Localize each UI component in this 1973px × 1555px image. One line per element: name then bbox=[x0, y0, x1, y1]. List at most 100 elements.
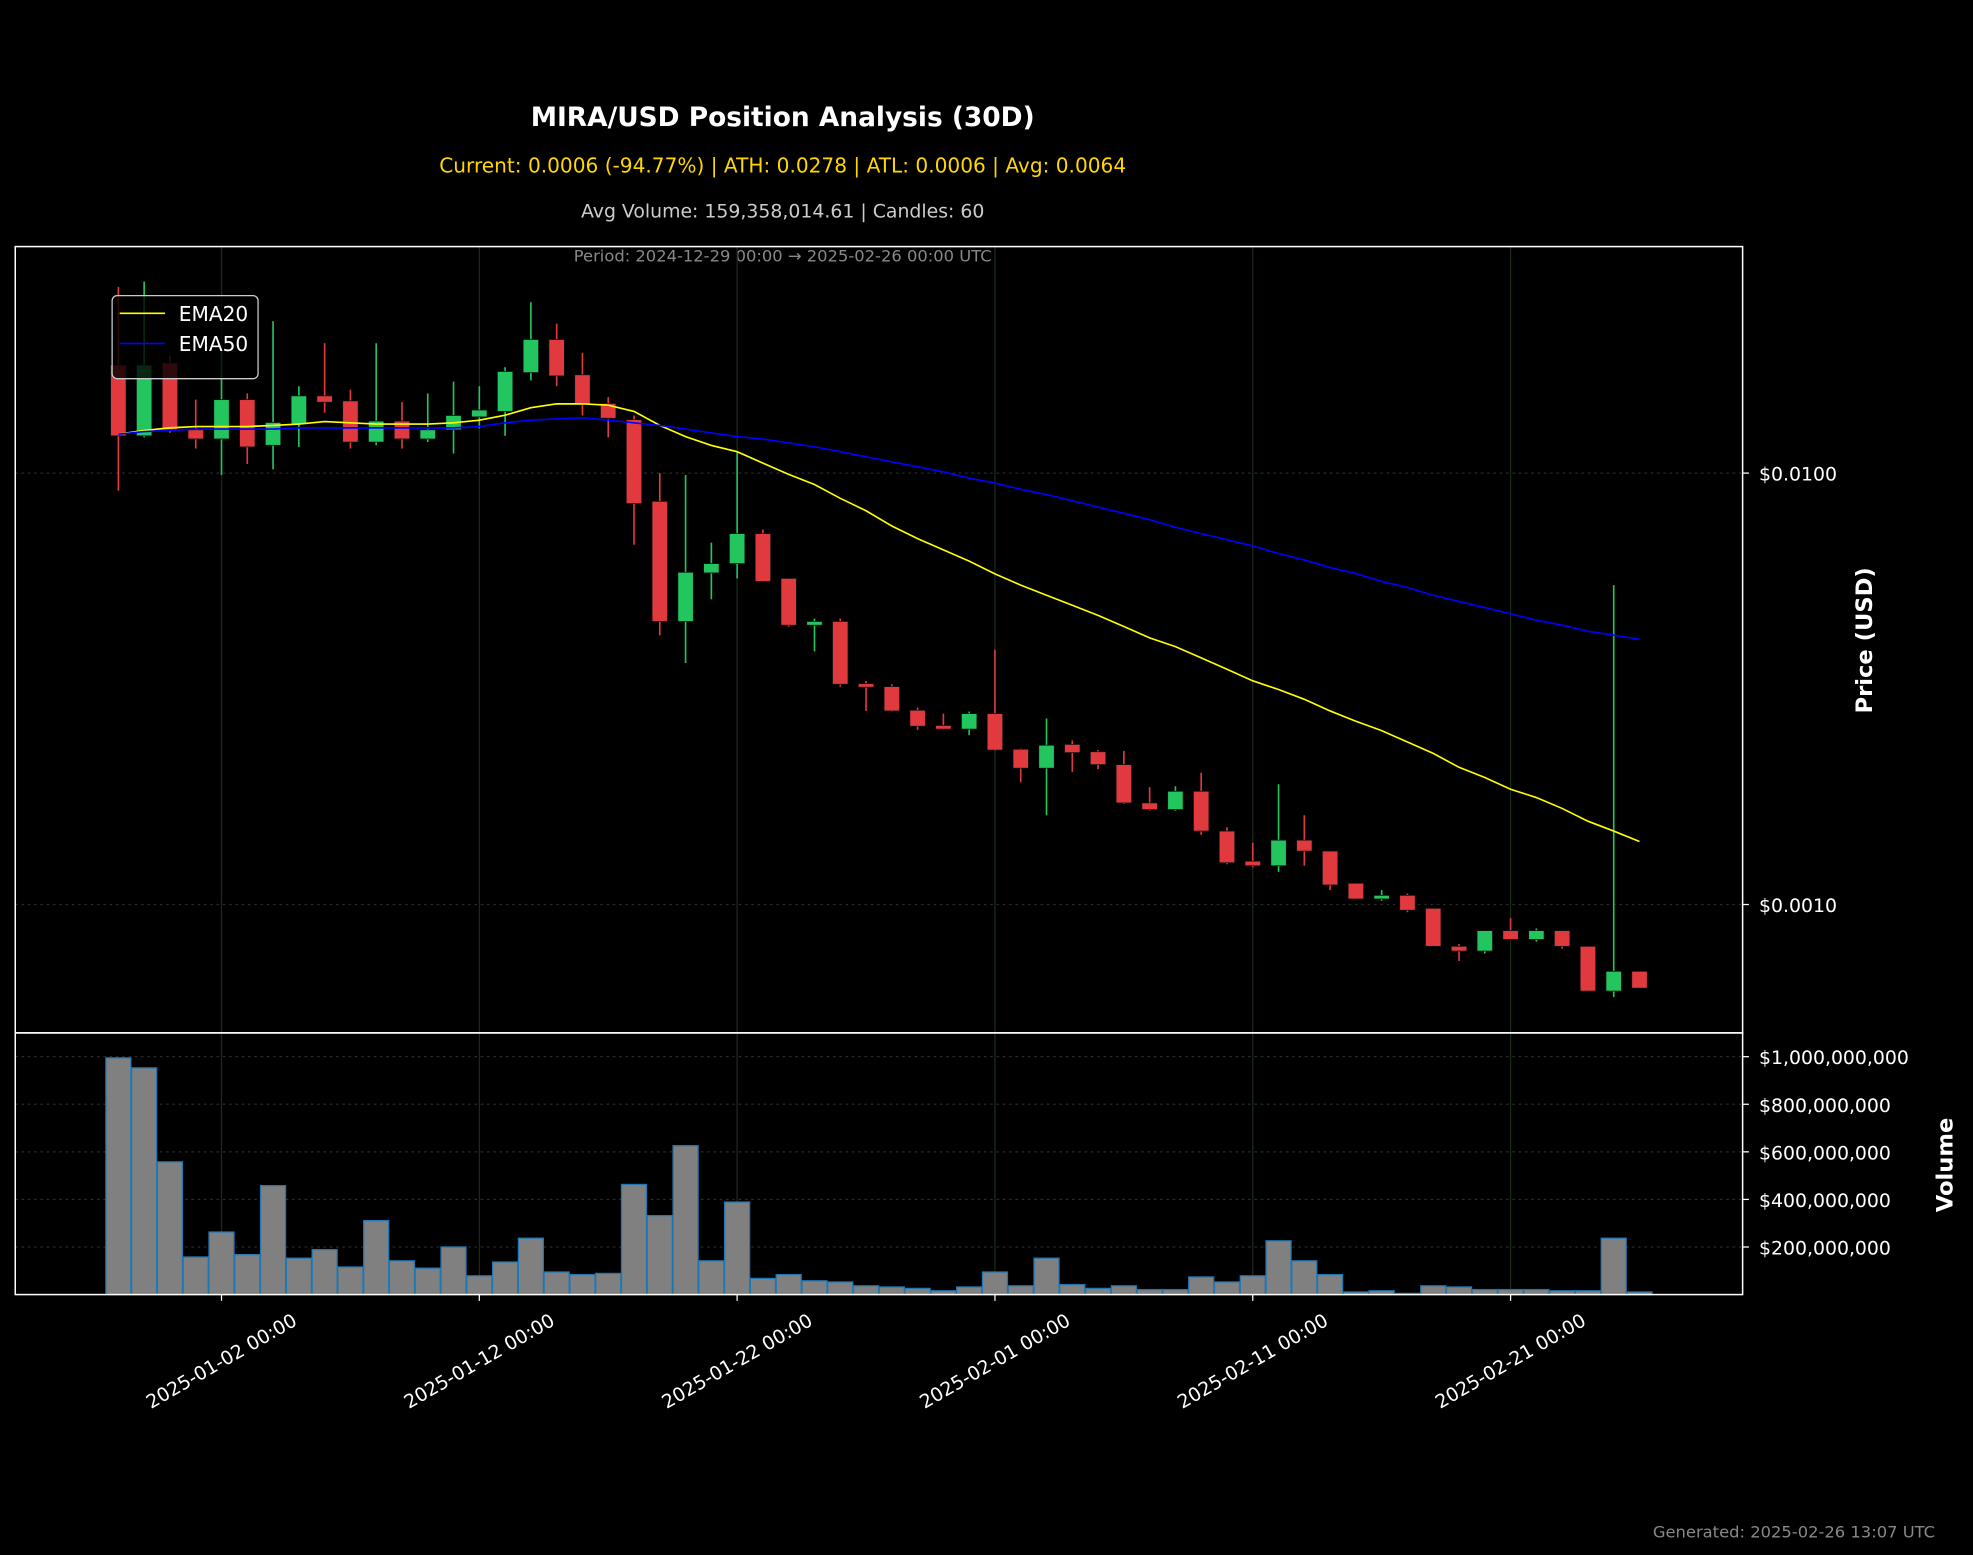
volume-bar bbox=[156, 1161, 184, 1296]
y-tick-label: $600,000,000 bbox=[1759, 1142, 1891, 1164]
volume-bar bbox=[131, 1067, 158, 1296]
candle-body bbox=[1012, 748, 1029, 769]
candle-body bbox=[393, 420, 411, 440]
candle-body bbox=[1244, 860, 1261, 867]
candle-body bbox=[496, 371, 514, 412]
candle-body bbox=[754, 533, 772, 582]
candle-body bbox=[1502, 930, 1519, 940]
y-tick-label: $800,000,000 bbox=[1759, 1095, 1891, 1117]
candle-body bbox=[1476, 930, 1493, 952]
volume-bar bbox=[388, 1260, 416, 1296]
chart-title: MIRA/USD Position Analysis (30D) bbox=[531, 102, 1035, 133]
legend-box bbox=[111, 295, 259, 380]
volume-bar bbox=[904, 1287, 931, 1296]
volume-bar bbox=[956, 1286, 983, 1296]
candle-body bbox=[574, 374, 591, 406]
volume-bar bbox=[1420, 1285, 1447, 1296]
candle-body bbox=[651, 500, 668, 622]
volume-bar bbox=[1007, 1285, 1034, 1296]
volume-bar bbox=[234, 1253, 261, 1296]
candle-body bbox=[1038, 744, 1055, 769]
volume-bar bbox=[105, 1057, 132, 1296]
volume-bar bbox=[878, 1286, 905, 1296]
volume-bar bbox=[1213, 1281, 1241, 1296]
volume-bar bbox=[1265, 1240, 1292, 1296]
volume-bar bbox=[775, 1273, 802, 1296]
ema-line bbox=[118, 416, 1640, 641]
candle-body bbox=[806, 621, 823, 626]
candle-body bbox=[677, 571, 694, 622]
volume-bar bbox=[1291, 1260, 1318, 1296]
volume-bar bbox=[852, 1285, 880, 1296]
candle-body bbox=[342, 400, 359, 443]
candle-body bbox=[1321, 850, 1339, 886]
candle-body bbox=[1296, 839, 1313, 852]
volume-bar bbox=[749, 1277, 777, 1296]
volume-bar bbox=[1600, 1237, 1627, 1296]
volume-bar bbox=[1316, 1273, 1344, 1296]
candle-body bbox=[1373, 894, 1390, 900]
volume-bar bbox=[569, 1273, 596, 1296]
candle-body bbox=[1115, 764, 1132, 804]
volume-bar bbox=[801, 1280, 828, 1296]
candle-body bbox=[1450, 945, 1468, 952]
volume-bar bbox=[491, 1261, 519, 1296]
y-tick-label: $0.0010 bbox=[1759, 895, 1837, 917]
candle-body bbox=[961, 713, 978, 730]
volume-bar bbox=[1445, 1286, 1473, 1296]
volume-bar bbox=[182, 1256, 209, 1296]
candle-body bbox=[909, 709, 926, 727]
volume-bar bbox=[1239, 1275, 1266, 1296]
candle-body bbox=[832, 621, 849, 685]
candle-body bbox=[729, 533, 746, 564]
candle-body bbox=[1193, 790, 1210, 832]
candle-body bbox=[1167, 790, 1184, 810]
volume-bar bbox=[1188, 1276, 1215, 1296]
candle-body bbox=[986, 713, 1004, 751]
y-tick-label: $200,000,000 bbox=[1759, 1238, 1891, 1260]
candle-body bbox=[187, 429, 204, 440]
volume-bar bbox=[1110, 1285, 1137, 1296]
volume-bar bbox=[543, 1271, 570, 1296]
candle-body bbox=[368, 420, 385, 443]
candle-body bbox=[316, 395, 333, 403]
candle-body bbox=[935, 725, 952, 730]
candle-body bbox=[548, 339, 565, 377]
volume-bar bbox=[285, 1257, 312, 1296]
candle-body bbox=[703, 563, 720, 574]
volume-bar bbox=[337, 1266, 364, 1296]
legend-label: EMA50 bbox=[179, 332, 248, 356]
y-tick-label: $0.0100 bbox=[1759, 464, 1837, 486]
candle-body bbox=[419, 429, 436, 440]
candle-body bbox=[1528, 930, 1545, 940]
footnote: Generated: 2025-02-26 13:07 UTC bbox=[1653, 1522, 1935, 1541]
y-tick-label: $400,000,000 bbox=[1759, 1190, 1891, 1212]
candle-body bbox=[1347, 882, 1365, 900]
chart-subtitle: Current: 0.0006 (-94.77%) | ATH: 0.0278 … bbox=[439, 153, 1126, 177]
period-label: Period: 2024-12-29 00:00 → 2025-02-26 00… bbox=[574, 247, 992, 266]
volume-bar bbox=[724, 1201, 751, 1296]
candle-body bbox=[471, 409, 488, 418]
volume-bar bbox=[466, 1275, 493, 1296]
volume-bar bbox=[414, 1267, 441, 1296]
candle-body bbox=[1399, 894, 1416, 911]
candle-body bbox=[1631, 970, 1648, 989]
volume-bar bbox=[1033, 1257, 1060, 1296]
candle-body bbox=[625, 419, 643, 504]
y-axis-label: Price (USD) bbox=[1852, 567, 1878, 713]
volume-bar bbox=[1059, 1283, 1086, 1296]
candle-body bbox=[213, 399, 230, 440]
volume-bar bbox=[517, 1237, 545, 1296]
volume-bar bbox=[595, 1272, 622, 1296]
candle-body bbox=[1064, 744, 1081, 753]
candle-body bbox=[1218, 830, 1236, 864]
ema-line bbox=[118, 403, 1640, 843]
y-tick-label: $1,000,000,000 bbox=[1759, 1047, 1909, 1069]
volume-bar bbox=[1084, 1287, 1112, 1296]
candle-body bbox=[1089, 751, 1107, 765]
candle-body bbox=[1579, 945, 1597, 992]
candle-body bbox=[1141, 802, 1158, 810]
legend: EMA20 EMA50 bbox=[111, 295, 259, 380]
